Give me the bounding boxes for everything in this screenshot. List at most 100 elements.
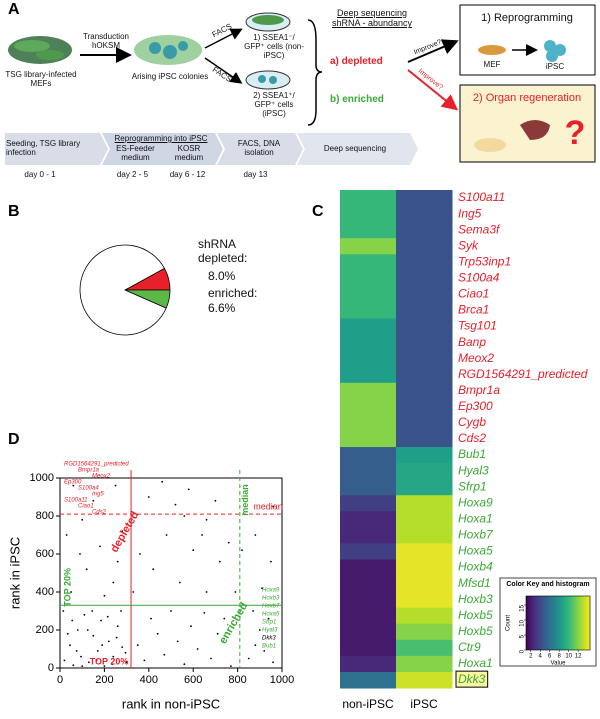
point xyxy=(76,629,79,631)
point xyxy=(152,568,155,571)
x-tick-label: 1000 xyxy=(270,674,294,686)
color-key-ylabel: Count xyxy=(506,615,512,631)
heatmap-cell xyxy=(340,254,397,271)
y-tick-label: 200 xyxy=(36,624,54,636)
heatmap-cell xyxy=(396,511,453,528)
label: 2) Organ regeneration xyxy=(472,92,582,104)
timeline-step: KOSR medium xyxy=(174,144,204,163)
color-key-swatch xyxy=(588,596,591,650)
reference-line-label: median xyxy=(253,501,283,511)
row-label: Hoxa9 xyxy=(458,495,493,509)
point xyxy=(124,651,127,654)
color-key-swatch xyxy=(562,596,565,650)
row-label: Ctr9 xyxy=(458,640,481,654)
point xyxy=(272,661,275,664)
point xyxy=(247,657,250,660)
group-label: depleted xyxy=(108,509,141,554)
y-tick-label: 600 xyxy=(36,548,54,560)
point xyxy=(92,499,95,502)
point xyxy=(187,488,190,491)
color-key-tick-label: 5 xyxy=(520,634,526,638)
color-key-tick-label: 12 xyxy=(575,654,582,660)
annotation: Dkk3 xyxy=(262,636,276,642)
label: b) enriched xyxy=(330,94,384,105)
color-key-swatch xyxy=(556,596,559,650)
timeline-step: ES-Feeder medium xyxy=(116,144,155,163)
label: a) depleted xyxy=(330,56,383,67)
x-tick-label: 600 xyxy=(184,674,202,686)
point xyxy=(150,617,152,620)
point xyxy=(165,534,168,536)
point xyxy=(114,484,117,487)
row-label: Hoxa1 xyxy=(458,656,493,670)
point xyxy=(72,484,75,487)
color-key-swatch xyxy=(564,596,567,650)
annotation: Sfrp1 xyxy=(262,620,276,626)
heatmap-cell xyxy=(340,190,397,207)
point xyxy=(170,610,172,612)
y-tick-label: 1000 xyxy=(30,472,54,484)
annotation: Hyal3 xyxy=(262,628,278,634)
row-label: Cds2 xyxy=(458,431,486,445)
point xyxy=(143,659,146,662)
heatmap-cell xyxy=(340,206,397,223)
row-label: Hoxb7 xyxy=(458,528,494,542)
color-key-tick-label: 2 xyxy=(529,654,533,660)
point xyxy=(223,617,226,620)
point xyxy=(83,613,86,616)
row-label: Banp xyxy=(458,335,486,349)
point xyxy=(147,496,150,498)
panel-label: A xyxy=(8,1,20,18)
heatmap-cell xyxy=(396,270,453,287)
point xyxy=(227,541,230,544)
heatmap-cell xyxy=(396,398,453,416)
point xyxy=(205,591,208,593)
color-key-swatch xyxy=(580,596,583,650)
point xyxy=(234,591,237,593)
pie-slice xyxy=(79,244,167,336)
color-key-swatch xyxy=(578,596,581,650)
y-tick-label: 0 xyxy=(48,662,54,674)
point xyxy=(112,581,115,584)
heatmap-cell xyxy=(396,655,453,673)
heatmap-cell xyxy=(396,366,453,384)
point xyxy=(136,644,139,647)
color-key-tick-label: 8 xyxy=(558,654,562,660)
color-key-swatch xyxy=(566,596,568,650)
point xyxy=(125,661,128,664)
heatmap-cell xyxy=(396,479,453,496)
day-label: day 13 xyxy=(243,170,268,179)
heatmap-cell xyxy=(396,447,453,464)
heatmap-cell xyxy=(340,302,397,320)
point xyxy=(216,632,219,635)
heatmap-cell xyxy=(396,559,453,577)
point xyxy=(106,615,109,618)
column-label: non-iPSC xyxy=(342,697,394,711)
color-key-swatch xyxy=(548,596,551,650)
point xyxy=(261,587,263,590)
point xyxy=(63,659,66,662)
heatmap-cell xyxy=(340,559,397,577)
y-axis-label: rank in iPSC xyxy=(7,537,22,609)
point xyxy=(218,560,221,563)
row-label: Hoxa1 xyxy=(458,511,493,525)
panel-label: D xyxy=(8,431,20,448)
heatmap-cell xyxy=(340,414,397,432)
point xyxy=(75,650,78,652)
point xyxy=(132,591,135,593)
x-tick-label: 800 xyxy=(228,674,246,686)
heatmap-cell xyxy=(396,463,453,480)
heatmap-cell xyxy=(340,222,397,239)
reference-line-label: TOP 20% xyxy=(90,656,129,666)
color-key-swatch xyxy=(577,596,580,650)
point xyxy=(163,653,166,656)
heatmap-cell xyxy=(396,639,453,657)
point xyxy=(230,665,232,667)
point xyxy=(107,640,110,643)
point xyxy=(81,518,84,521)
row-label: Ing5 xyxy=(458,206,482,220)
heatmap-cell xyxy=(396,334,453,352)
color-key-tick-label: 15 xyxy=(520,604,526,611)
point xyxy=(139,553,141,555)
point xyxy=(111,663,114,666)
